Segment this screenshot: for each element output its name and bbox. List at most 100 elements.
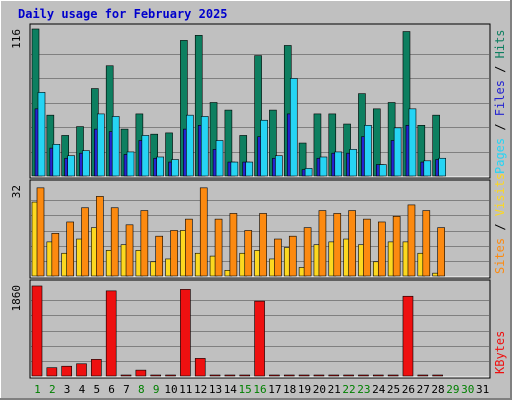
bar-sites-day-3	[66, 221, 74, 277]
day-label-22: 22	[342, 383, 355, 396]
bar-pages-day-14	[230, 161, 239, 177]
bar-sites-day-6	[110, 207, 119, 277]
panel-legend: KBytes	[493, 331, 507, 374]
bar-sites-day-17	[274, 238, 282, 277]
bar-pages-day-5	[97, 113, 105, 177]
day-label-14: 14	[224, 383, 238, 396]
day-label-4: 4	[79, 383, 86, 396]
day-label-11: 11	[179, 383, 192, 396]
bar-pages-day-26	[408, 108, 417, 177]
day-axis-labels: 1 2 3 4 5 6 7 8 9 10 11 12 13 14 15 16 17 18 19 20 21 22 23 24 2…	[34, 383, 489, 396]
day-label-12: 12	[194, 383, 207, 396]
day-label-9: 9	[153, 383, 160, 396]
bar-sites-day-8	[140, 210, 149, 277]
bar-pages-day-11	[186, 114, 194, 177]
bar-kbytes-day-10	[165, 374, 176, 377]
day-label-21: 21	[328, 383, 341, 396]
panel-frame	[29, 279, 491, 379]
bar-sites-day-20	[318, 210, 327, 277]
legend-entry-visits: Visits	[493, 173, 507, 216]
bar-pages-day-27	[423, 160, 432, 177]
day-label-17: 17	[268, 383, 281, 396]
chart-title: Daily usage for February 2025	[18, 7, 228, 21]
bar-sites-day-10	[170, 230, 178, 277]
bar-sites-day-28	[437, 227, 445, 277]
bar-sites-day-11	[185, 218, 193, 277]
bar-kbytes-day-24	[372, 374, 384, 377]
day-label-6: 6	[108, 383, 115, 396]
bar-kbytes-day-20	[313, 374, 325, 377]
bar-pages-day-13	[215, 140, 224, 177]
bar-pages-day-3	[67, 155, 75, 177]
bar-sites-day-27	[422, 210, 431, 277]
panel-frame	[29, 23, 491, 179]
bar-sites-day-16	[259, 213, 267, 277]
bar-pages-day-22	[349, 149, 357, 177]
bar-pages-day-4	[82, 150, 90, 177]
bar-sites-day-4	[81, 207, 89, 277]
bar-pages-day-19	[304, 168, 313, 177]
bar-kbytes-day-19	[298, 374, 310, 377]
day-label-16: 16	[253, 383, 266, 396]
bar-pages-day-1	[37, 92, 46, 177]
bar-pages-day-8	[141, 135, 150, 177]
bar-sites-day-5	[96, 196, 104, 277]
bar-kbytes-day-22	[343, 374, 354, 377]
legend-entry-kbytes: KBytes	[493, 331, 507, 374]
bar-sites-day-15	[244, 230, 253, 277]
y-max-tick-label: 1860	[10, 285, 23, 312]
bar-pages-day-10	[171, 159, 179, 177]
bar-kbytes-day-1	[31, 285, 43, 377]
bar-pages-day-16	[260, 119, 268, 177]
bar-kbytes-day-8	[135, 369, 147, 377]
day-label-31: 31	[476, 383, 489, 396]
day-label-24: 24	[372, 383, 386, 396]
panel-legend: Sites / Visits	[493, 173, 507, 274]
bar-pages-day-9	[156, 156, 165, 177]
bar-kbytes-day-2	[46, 367, 58, 377]
bar-pages-day-25	[393, 127, 402, 177]
day-label-18: 18	[283, 383, 296, 396]
legend-separator: /	[493, 216, 507, 238]
legend-entry-sites: Sites	[493, 238, 507, 274]
legend-entry-hits: Hits	[493, 29, 507, 58]
bar-kbytes-day-18	[283, 374, 295, 377]
bar-sites-day-7	[125, 224, 134, 277]
bar-pages-day-17	[275, 155, 283, 177]
bar-sites-day-14	[229, 213, 238, 277]
bar-kbytes-day-21	[328, 374, 340, 377]
bar-sites-day-18	[288, 235, 297, 277]
bar-kbytes-day-23	[358, 374, 369, 377]
day-label-1: 1	[34, 383, 41, 396]
day-label-20: 20	[313, 383, 326, 396]
day-label-13: 13	[209, 383, 222, 396]
legend-entry-files: Files	[493, 80, 507, 116]
day-label-28: 28	[431, 383, 444, 396]
legend-separator: /	[493, 116, 507, 138]
bar-kbytes-day-9	[150, 374, 162, 377]
bar-sites-day-23	[363, 218, 371, 277]
bar-kbytes-day-27	[417, 374, 429, 377]
day-label-30: 30	[461, 383, 474, 396]
panel-kbytes: 1860 KBytes	[10, 279, 507, 379]
bar-sites-day-25	[392, 215, 401, 277]
day-label-8: 8	[138, 383, 145, 396]
bar-pages-day-24	[378, 164, 387, 177]
bar-sites-day-1	[36, 187, 45, 277]
day-label-5: 5	[93, 383, 100, 396]
bar-pages-day-6	[111, 116, 120, 177]
bar-pages-day-23	[364, 125, 372, 177]
bar-kbytes-day-17	[269, 374, 280, 377]
bar-kbytes-day-6	[105, 290, 117, 377]
bar-pages-day-2	[52, 144, 61, 177]
bar-kbytes-day-16	[254, 300, 265, 377]
panel-frame	[29, 179, 491, 279]
bar-sites-day-19	[303, 227, 312, 277]
y-max-tick-label: 32	[10, 185, 23, 198]
bar-pages-day-20	[319, 156, 328, 177]
legend-entry-pages: Pages	[493, 138, 507, 174]
bar-kbytes-day-12	[194, 358, 206, 377]
